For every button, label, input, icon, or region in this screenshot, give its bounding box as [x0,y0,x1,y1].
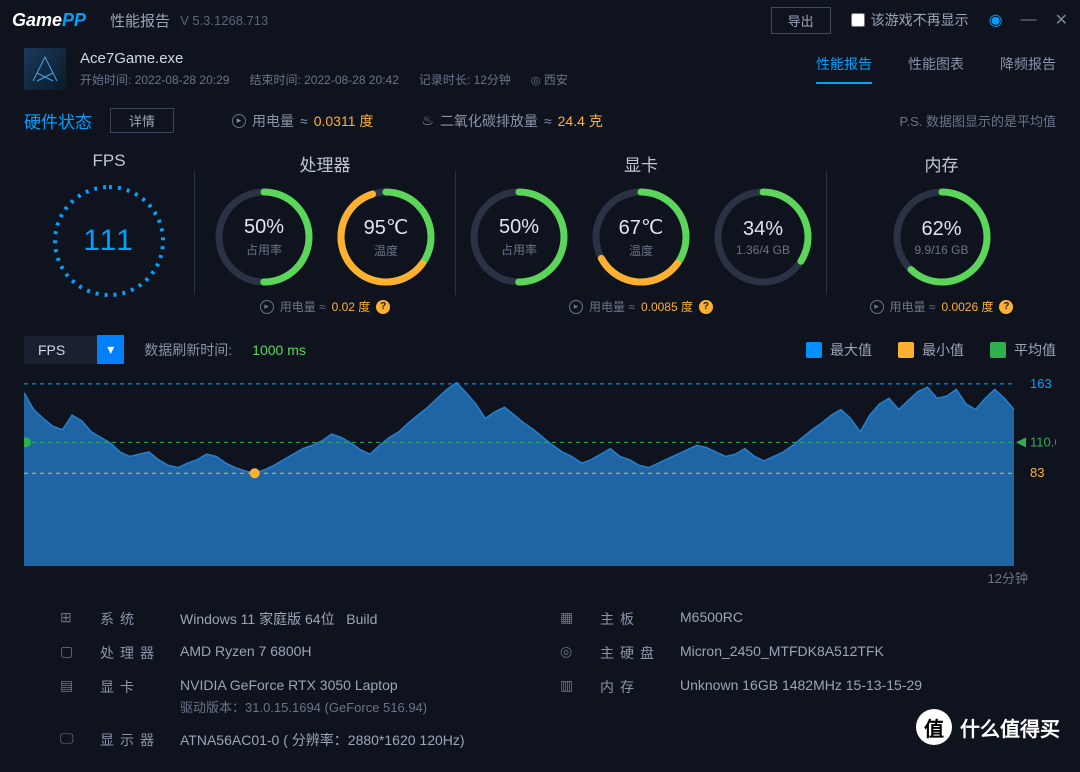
tab-performance-report[interactable]: 性能报告 [816,54,872,84]
window-title: 性能报告 [110,10,170,31]
location-icon: ◎ [531,75,541,87]
logo-pp: PP [62,10,86,31]
no-show-checkbox[interactable]: 该游戏不再显示 [851,10,969,30]
cpu-icon: ▢ [60,643,80,660]
game-exe-name: Ace7Game.exe [80,50,802,67]
gpu-icon: ▤ [60,677,80,694]
gpu-temp-gauge: 67℃温度 [590,186,692,288]
game-info-bar: Ace7Game.exe 开始时间: 2022-08-28 20:29 结束时间… [0,40,1080,90]
fps-chart: 163 110.65 83 12分钟 [0,372,1080,587]
gpu-vram-gauge: 34%1.36/4 GB [712,186,814,288]
hardware-status-row: 硬件状态 详情 ▸ 用电量 ≈ 0.0311 度 ♨ 二氧化碳排放量 ≈ 24.… [0,90,1080,141]
cpu-title: 处理器 [195,151,455,176]
help-icon[interactable]: ? [376,300,390,314]
mem-title: 内存 [827,151,1056,176]
logo-game: Game [12,10,62,31]
svg-text:83: 83 [1030,465,1044,480]
tab-performance-chart[interactable]: 性能图表 [908,54,964,84]
legend-avg-swatch [990,342,1006,358]
minimize-icon[interactable]: — [1021,11,1037,29]
version-label: V 5.3.1268.713 [180,13,268,28]
tab-throttle-report[interactable]: 降频报告 [1000,54,1056,84]
gpu-usage-gauge: 50%占用率 [468,186,570,288]
disk-icon: ◎ [560,643,580,660]
power-icon: ▸ [232,114,246,128]
dropdown-icon[interactable]: ▾ [97,335,124,364]
fps-gauge: 111 [49,181,169,301]
game-icon [24,48,66,90]
cpu-temp-gauge: 95℃温度 [335,186,437,288]
legend-max-swatch [806,342,822,358]
no-show-input[interactable] [851,13,865,27]
svg-text:110.65: 110.65 [1030,434,1056,449]
fps-title: FPS [24,151,194,171]
export-button[interactable]: 导出 [771,7,831,34]
close-icon[interactable]: ✕ [1055,10,1068,30]
metric-selector[interactable]: FPS ▾ [24,335,124,364]
hw-status-title: 硬件状态 [24,108,92,133]
detail-button[interactable]: 详情 [110,108,174,133]
screenshot-icon[interactable]: ◉ [989,10,1003,30]
power-icon: ▸ [870,300,884,314]
help-icon[interactable]: ? [699,300,713,314]
legend-min-swatch [898,342,914,358]
cpu-usage-gauge: 50%占用率 [213,186,315,288]
title-bar: GamePP 性能报告 V 5.3.1268.713 导出 该游戏不再显示 ◉ … [0,0,1080,40]
svg-text:163: 163 [1030,376,1052,391]
help-icon[interactable]: ? [999,300,1013,314]
co2-icon: ♨ [421,112,434,129]
os-icon: ⊞ [60,609,80,626]
monitor-icon: 🖵 [60,730,80,747]
gauges-row: FPS 111 处理器 50%占用率 95℃温度 ▸用电量 ≈ 0.02 度 ?… [0,141,1080,321]
no-show-label: 该游戏不再显示 [871,10,969,30]
memory-icon: ▥ [560,677,580,694]
gpu-title: 显卡 [456,151,826,176]
mem-usage-gauge: 62%9.9/16 GB [891,186,993,288]
chart-controls: FPS ▾ 数据刷新时间: 1000 ms 最大值 最小值 平均值 [0,321,1080,372]
power-icon: ▸ [569,300,583,314]
watermark: 值 什么值得买 [916,709,1060,745]
motherboard-icon: ▦ [560,609,580,626]
ps-note: P.S. 数据图显示的是平均值 [899,111,1056,130]
power-icon: ▸ [260,300,274,314]
